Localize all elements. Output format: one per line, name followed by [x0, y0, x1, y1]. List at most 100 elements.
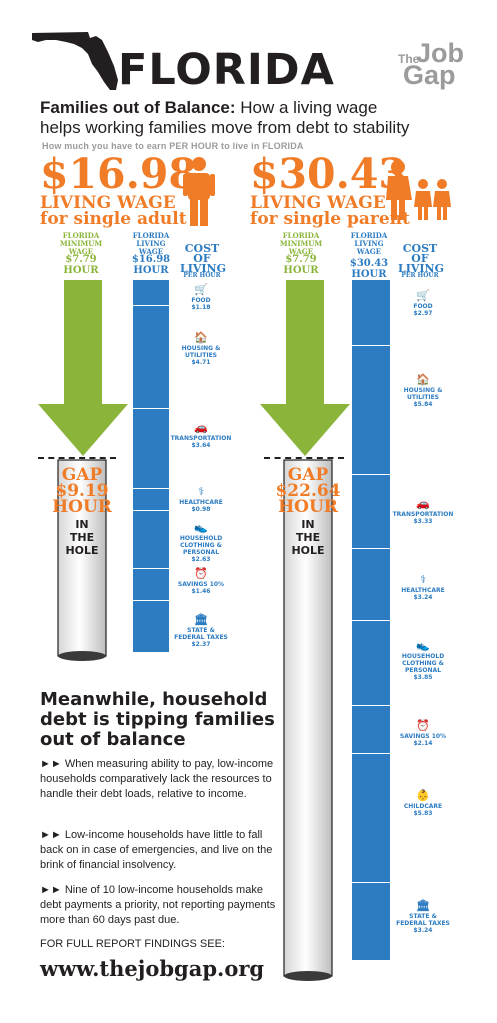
adult-gap-unit: HOUR — [52, 497, 112, 517]
parent-min-head: FLORIDA MINIMUM WAGE — [279, 231, 323, 256]
cost-value: $4.71 — [191, 359, 211, 366]
subtitle-line2: helps working families move from debt to… — [40, 118, 410, 137]
family-icon — [386, 160, 451, 220]
parent-lw-unit: HOUR — [351, 269, 387, 280]
subtitle-line1: Families out of Balance: How a living wa… — [40, 98, 377, 117]
report-link[interactable]: www.thejobgap.org — [40, 956, 265, 981]
adult-cost-household: 👟 HOUSEHOLD CLOTHING & PERSONAL $2.63 — [174, 521, 228, 564]
parent-cost-housing: 🏠 HOUSING & UTILITIES $5.84 — [396, 373, 450, 409]
cost-label: FOOD — [413, 303, 433, 310]
parent-min-unit: HOUR — [283, 265, 319, 276]
single-adult-lw-line1: LIVING WAGE — [40, 193, 176, 213]
cost-value: $1.18 — [191, 304, 211, 311]
cart-icon: 🛒 — [416, 289, 430, 302]
subtitle-rest: How a living wage — [235, 98, 378, 117]
adult-gap-val: $9.19 — [55, 481, 109, 501]
parent-seg-healthcare — [352, 549, 390, 621]
parent-cost-transportation: 🚗 TRANSPORTATION $3.33 — [392, 497, 454, 526]
parent-cost-savings: ⏰ SAVINGS 10% $2.14 — [396, 719, 450, 748]
adult-min-wage-arrow — [38, 280, 128, 456]
parent-seg-childcare — [352, 754, 390, 883]
cost-label: STATE & FEDERAL TAXES — [396, 913, 450, 927]
adult-lw-val: $16.98 — [131, 254, 171, 265]
adult-cost-sub: PER HOUR — [183, 272, 221, 279]
adult-gap-hole — [57, 459, 107, 661]
subtitle-bold: Families out of Balance: — [40, 98, 236, 117]
cost-value: $3.85 — [413, 674, 433, 681]
cost-label: SAVINGS 10% — [399, 733, 447, 740]
cost-label: TRANSPORTATION — [392, 511, 454, 518]
single-parent-wage: $30.43 — [250, 150, 407, 198]
adult-living-wage-bar — [133, 280, 169, 652]
adult-hole-1: IN — [75, 518, 89, 531]
adult-seg-household — [133, 511, 169, 569]
car-icon: 🚗 — [416, 497, 430, 510]
cart-icon: 🛒 — [194, 283, 208, 296]
adult-hole-2: THE — [69, 531, 95, 544]
parent-cost-household: 👟 HOUSEHOLD CLOTHING & PERSONAL $3.85 — [396, 639, 450, 682]
capitol-icon: 🏛 — [194, 613, 208, 626]
capitol-icon: 🏛 — [416, 899, 430, 912]
single-parent-lw-line2: for single parent — [250, 209, 410, 229]
page-title: FLORIDA — [118, 45, 335, 95]
parent-gap-hole — [283, 459, 333, 981]
brand-job: Job — [416, 38, 465, 68]
cost-value: $1.46 — [191, 588, 211, 595]
shoe-icon: 👟 — [416, 639, 430, 652]
brand-the: The — [398, 52, 420, 66]
parent-hole-3: HOLE — [291, 544, 325, 557]
car-icon: 🚗 — [194, 421, 208, 434]
healthcare-icon: ⚕ — [198, 485, 204, 498]
debt-paragraph-3: ►► Nine of 10 low-income households make… — [40, 884, 276, 926]
adult-cost-taxes: 🏛 STATE & FEDERAL TAXES $2.37 — [174, 613, 228, 649]
parent-hole-1: IN — [301, 518, 315, 531]
adult-cost-savings: ⏰ SAVINGS 10% $1.46 — [174, 568, 228, 596]
cost-value: $2.14 — [413, 740, 433, 747]
house-icon: 🏠 — [416, 373, 430, 386]
florida-map-icon — [32, 32, 118, 90]
cost-label: HOUSING & UTILITIES — [403, 387, 443, 401]
house-icon: 🏠 — [194, 331, 208, 344]
shoe-icon: 👟 — [194, 521, 208, 534]
cost-value: $3.24 — [413, 927, 433, 934]
adult-hole-3: HOLE — [65, 544, 99, 557]
healthcare-icon: ⚕ — [420, 573, 426, 586]
parent-gap-val: $22.64 — [275, 481, 341, 501]
adult-min-val: $7.79 — [65, 254, 97, 265]
adult-seg-transportation — [133, 409, 169, 489]
cost-label: HOUSEHOLD CLOTHING & PERSONAL — [179, 535, 223, 556]
debt-paragraph-2: ►► Low-income households have little to … — [40, 829, 273, 871]
parent-gap-word: GAP — [287, 465, 329, 485]
adult-lw-head: FLORIDA LIVING WAGE — [132, 231, 170, 256]
subtitle-note: How much you have to earn PER HOUR to li… — [42, 141, 304, 151]
debt-heading: Meanwhile, household debt is tipping fam… — [40, 689, 275, 750]
adult-min-head: FLORIDA MINIMUM WAGE — [59, 231, 103, 256]
adult-cost-healthcare: ⚕ HEALTHCARE $0.98 — [174, 485, 228, 514]
cost-value: $3.33 — [413, 518, 433, 525]
cost-value: $2.37 — [191, 641, 211, 648]
parent-seg-food — [352, 280, 390, 346]
parent-cost-taxes: 🏛 STATE & FEDERAL TAXES $3.24 — [396, 899, 450, 935]
piggy-icon: ⏰ — [416, 719, 430, 732]
parent-cost-food: 🛒 FOOD $2.97 — [396, 289, 450, 318]
parent-gap-unit: HOUR — [278, 497, 338, 517]
single-parent-lw-line1: LIVING WAGE — [250, 193, 386, 213]
cost-value: $0.98 — [191, 506, 211, 513]
parent-seg-savings — [352, 706, 390, 754]
cost-value: $5.84 — [413, 401, 433, 408]
cost-value: $2.63 — [191, 556, 211, 563]
parent-hole-2: THE — [295, 531, 321, 544]
cost-value: $5.83 — [413, 810, 433, 817]
parent-seg-housing — [352, 346, 390, 475]
adult-seg-housing — [133, 306, 169, 409]
cost-value: $2.97 — [413, 310, 433, 317]
adult-gap-word: GAP — [61, 465, 103, 485]
cost-label: SAVINGS 10% — [177, 581, 225, 588]
adult-seg-food — [133, 280, 169, 306]
cost-value: $3.24 — [413, 594, 433, 601]
parent-cost-healthcare: ⚕ HEALTHCARE $3.24 — [396, 573, 450, 602]
parent-cost-childcare: 👶 CHILDCARE $5.83 — [396, 790, 450, 818]
cost-value: $3.64 — [191, 442, 211, 449]
cost-label: STATE & FEDERAL TAXES — [174, 627, 228, 641]
single-adult-wage: $16.98 — [40, 150, 197, 198]
